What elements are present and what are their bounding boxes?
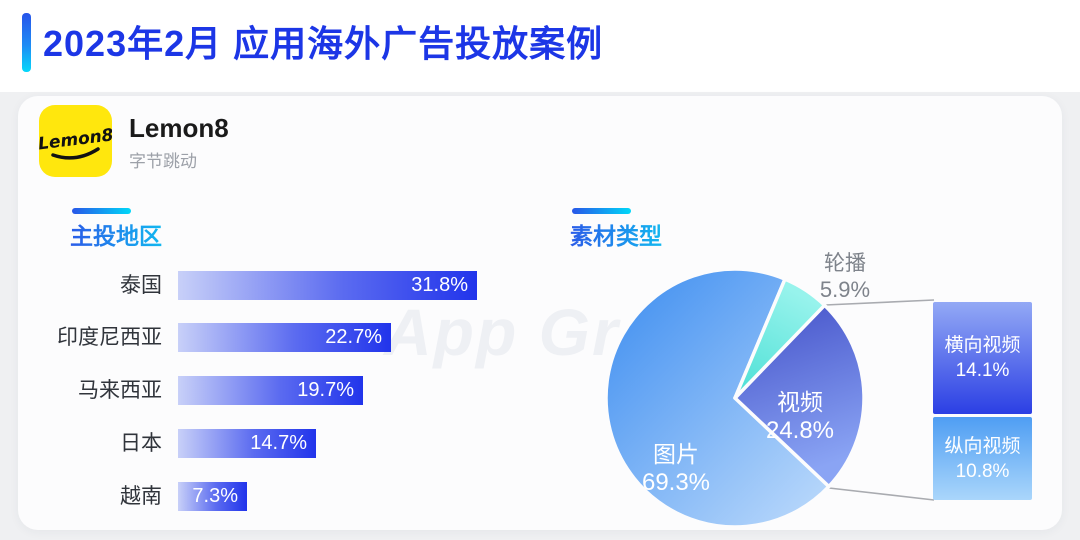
pie-slice-video: [733, 303, 866, 489]
content-card: App Growing Lemon8 Lemon8 字节跳动 主投地区 素材类型…: [18, 96, 1062, 530]
bar-thailand: 31.8%: [178, 271, 477, 300]
header-band: 2023年2月 应用海外广告投放案例: [0, 0, 1080, 92]
pie-slice-images: [604, 267, 831, 529]
page-title: 2023年2月 应用海外广告投放案例: [43, 23, 604, 64]
lemon8-logo-art: Lemon8: [37, 125, 115, 160]
bar-category-label: 越南: [120, 485, 162, 508]
bar-category-label: 马来西亚: [78, 379, 162, 402]
lemon8-logo-icon: Lemon8: [37, 105, 115, 177]
bar-malaysia: 19.7%: [178, 376, 363, 405]
svg-text:Lemon8: Lemon8: [39, 125, 112, 154]
callout-leader-line-top: [824, 299, 935, 306]
bar-category-label: 泰国: [120, 274, 162, 297]
bar-category-label: 印度尼西亚: [57, 326, 162, 349]
callout-vertical-video: 纵向视频 10.8%: [933, 417, 1032, 500]
materials-section-underline: [572, 208, 631, 214]
pie-slice-carousel: [733, 277, 827, 400]
app-company: 字节跳动: [129, 152, 197, 171]
bar-vietnam: 7.3%: [178, 482, 247, 511]
regions-section-title: 主投地区: [70, 217, 162, 251]
materials-pie-chart: [604, 267, 935, 529]
bar-category-label: 日本: [120, 432, 162, 455]
regions-section-underline: [72, 208, 131, 214]
app-name: Lemon8: [129, 113, 229, 143]
title-accent-bar: [22, 13, 31, 72]
bar-indonesia: 22.7%: [178, 323, 391, 352]
bar-japan: 14.7%: [178, 429, 316, 458]
callout-horizontal-video: 横向视频 14.1%: [933, 302, 1032, 414]
callout-leader-line-bottom: [828, 487, 935, 501]
materials-section-title: 素材类型: [570, 217, 662, 251]
